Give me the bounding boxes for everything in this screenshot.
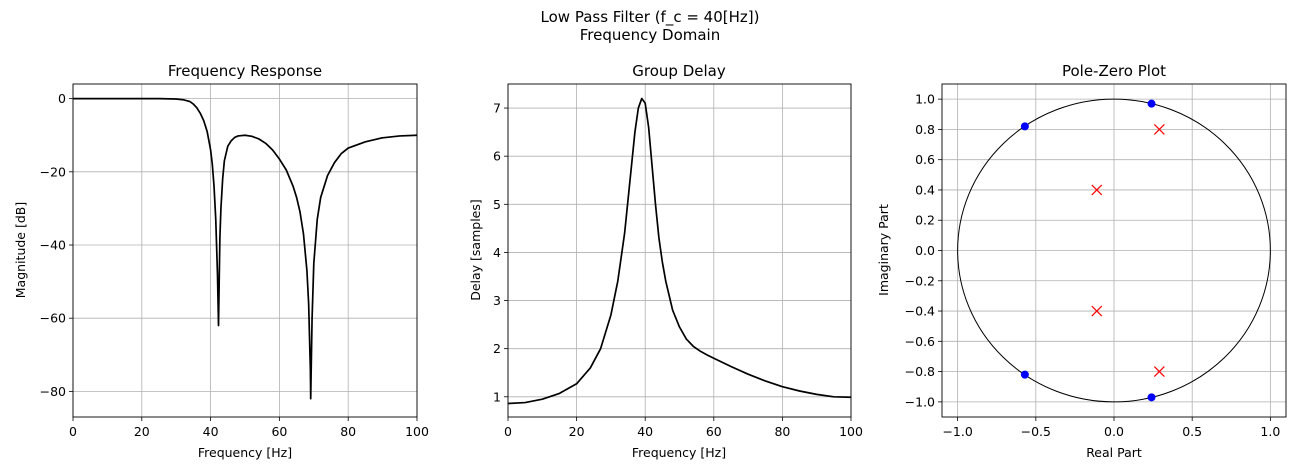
y-tick-label: 2 <box>493 341 501 356</box>
y-axis-label: Delay [samples] <box>468 199 483 301</box>
y-tick-label: −0.8 <box>905 364 935 379</box>
group-delay-plot: 0 20 40 60 80 100 1 2 3 4 5 6 7 Group Delay Frequenc… <box>468 62 863 460</box>
y-tick-label: 6 <box>493 149 501 164</box>
x-tick-label: 80 <box>340 424 356 439</box>
x-tick-label: 40 <box>203 424 219 439</box>
x-tick-label: 60 <box>706 424 722 439</box>
y-tick-label: 3 <box>493 293 501 308</box>
zero-marker <box>1147 99 1156 108</box>
y-tick-label: −0.2 <box>905 273 935 288</box>
y-tick-label: 0.4 <box>915 182 935 197</box>
x-tick-label: 100 <box>405 424 429 439</box>
x-tick-label: 60 <box>271 424 287 439</box>
x-tick-label: 1.0 <box>1260 424 1280 439</box>
y-tick-label: 0.8 <box>915 122 935 137</box>
x-tick-label: 40 <box>637 424 653 439</box>
series-line <box>507 97 852 405</box>
x-axis-label: Frequency [Hz] <box>198 445 292 460</box>
frequency-response-plot: 0 20 40 60 80 100 0 −20 −40 −60 −80 Frequency Resp… <box>13 62 429 460</box>
figure-title-line2: Frequency Domain <box>580 26 720 44</box>
figure-title-line1: Low Pass Filter (f_c = 40[Hz]) <box>541 8 760 27</box>
y-tick-label: −40 <box>40 238 66 253</box>
y-tick-label: −0.4 <box>905 304 935 319</box>
x-tick-label: 80 <box>774 424 790 439</box>
x-tick-label: 0 <box>504 424 512 439</box>
y-tick-label: −80 <box>40 384 66 399</box>
y-tick-label: −0.6 <box>905 334 935 349</box>
unit-circle <box>957 98 1271 403</box>
pole-marker <box>1091 184 1103 196</box>
series-line <box>73 97 418 400</box>
plot-title: Group Delay <box>632 62 726 80</box>
y-tick-label: 4 <box>493 245 501 260</box>
zero-marker <box>1020 370 1029 379</box>
x-tick-label: 0.0 <box>1104 424 1124 439</box>
y-axis-label: Magnitude [dB] <box>13 202 28 298</box>
x-tick-label: 0 <box>69 424 77 439</box>
y-tick-label: 0.2 <box>915 213 935 228</box>
pole-zero-plot: −1.0 −0.5 0.0 0.5 1.0 1.0 0.8 0.6 0.4 0.2 0.0 −0.2 −… <box>876 62 1287 460</box>
x-tick-label: 100 <box>839 424 863 439</box>
pole-marker <box>1153 366 1165 378</box>
y-tick-label: 5 <box>493 197 501 212</box>
y-tick-label: −1.0 <box>905 394 935 409</box>
x-tick-label: −1.0 <box>942 424 972 439</box>
plot-title: Pole-Zero Plot <box>1062 62 1166 80</box>
y-tick-label: 1.0 <box>915 92 935 107</box>
y-tick-label: 1 <box>493 389 501 404</box>
y-tick-label: −60 <box>40 311 66 326</box>
x-axis-label: Frequency [Hz] <box>632 445 726 460</box>
zero-marker <box>1020 122 1029 131</box>
plot-frame <box>507 83 852 418</box>
y-axis-label: Imaginary Part <box>876 204 891 296</box>
x-tick-label: 0.5 <box>1182 424 1202 439</box>
y-tick-label: 0.0 <box>915 243 935 258</box>
zero-marker <box>1147 393 1156 402</box>
plot-frame <box>72 83 418 418</box>
x-axis-label: Real Part <box>1086 445 1142 460</box>
y-tick-label: 0 <box>58 91 66 106</box>
x-tick-label: −0.5 <box>1021 424 1051 439</box>
pole-marker <box>1091 305 1103 317</box>
x-tick-label: 20 <box>569 424 585 439</box>
y-tick-label: −20 <box>40 164 66 179</box>
y-tick-label: 0.6 <box>915 152 935 167</box>
plot-title: Frequency Response <box>168 62 322 80</box>
x-tick-label: 20 <box>134 424 150 439</box>
y-tick-label: 7 <box>493 101 501 116</box>
pole-marker <box>1153 123 1165 135</box>
